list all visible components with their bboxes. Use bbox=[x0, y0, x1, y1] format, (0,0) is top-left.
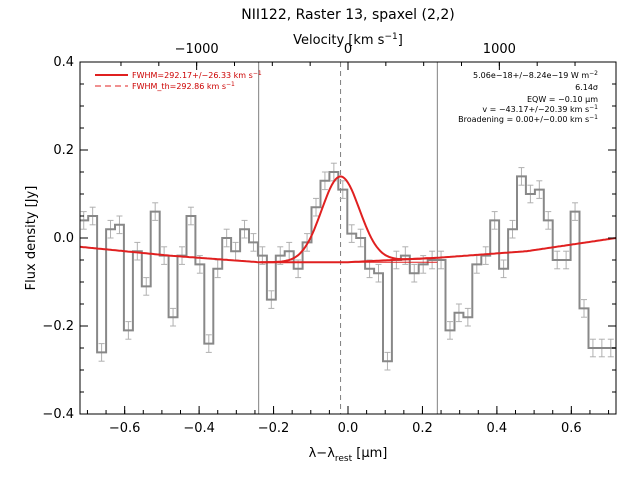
top-axis-title-sup: −1 bbox=[384, 32, 397, 42]
top-tick-label: −1000 bbox=[175, 42, 219, 57]
x-axis-title: λ−λrest [μm] bbox=[309, 446, 388, 464]
annotation-flux: 5.06e−18+/−8.24e−19 W m−2 bbox=[473, 70, 598, 80]
x-tick-label: 0.4 bbox=[487, 421, 508, 436]
x-axis-title-sub: rest bbox=[335, 454, 353, 464]
x-tick-label: −0.6 bbox=[109, 421, 141, 436]
top-axis-title-main: Velocity [km s bbox=[293, 33, 385, 48]
legend: FWHM=292.17+/−26.33 km s−1 FWHM_th=292.8… bbox=[95, 70, 262, 91]
top-axis-title: Velocity [km s−1] bbox=[293, 32, 403, 48]
annotation-sigma-text: 6.14σ bbox=[575, 83, 598, 92]
annotation-velocity-sup: −1 bbox=[589, 104, 598, 111]
y-axis-title: Flux density [Jy] bbox=[24, 186, 39, 291]
annotation-sigma: 6.14σ bbox=[575, 83, 598, 92]
x-tick-label: −0.2 bbox=[258, 421, 290, 436]
annotation-eqw-text: EQW = −0.10 μm bbox=[527, 95, 598, 104]
legend-entry-fwhm-th-sup: −1 bbox=[226, 81, 235, 88]
annotation-velocity-text: v = −43.17+/−20.39 km s bbox=[482, 105, 589, 114]
x-tick-label: 0.2 bbox=[412, 421, 433, 436]
annotation-broadening-text: Broadening = 0.00+/−0.00 km s bbox=[458, 115, 589, 124]
spectrum-series bbox=[80, 171, 616, 363]
annotation-flux-text: 5.06e−18+/−8.24e−19 W m bbox=[473, 71, 589, 80]
x-axis-title-main: λ−λ bbox=[309, 446, 336, 461]
x-tick-label: −0.4 bbox=[183, 421, 215, 436]
annotation-broadening-sup: −1 bbox=[589, 114, 598, 121]
annotation-flux-sup: −2 bbox=[589, 70, 598, 77]
y-tick-label: 0.2 bbox=[53, 143, 74, 158]
top-tick-label: 1000 bbox=[483, 42, 516, 57]
legend-entry-fwhm-text: FWHM=292.17+/−26.33 km s bbox=[132, 71, 253, 80]
y-tick-label: −0.2 bbox=[42, 319, 74, 334]
y-tick-label: 0.0 bbox=[53, 231, 74, 246]
gaussian-fit-series bbox=[260, 175, 436, 264]
annotation-broadening: Broadening = 0.00+/−0.00 km s−1 bbox=[458, 114, 598, 124]
legend-entry-fwhm-th-text: FWHM_th=292.86 km s bbox=[132, 82, 226, 91]
annotation-eqw: EQW = −0.10 μm bbox=[527, 95, 598, 104]
top-axis-title-end: ] bbox=[398, 33, 403, 48]
chart-title: NII122, Raster 13, spaxel (2,2) bbox=[241, 7, 454, 23]
legend-entry-fwhm-sup: −1 bbox=[253, 70, 262, 77]
x-tick-label: 0.6 bbox=[561, 421, 582, 436]
annotation-velocity: v = −43.17+/−20.39 km s−1 bbox=[482, 104, 598, 114]
legend-entry-fwhm-th: FWHM_th=292.86 km s−1 bbox=[132, 81, 235, 91]
legend-entry-fwhm: FWHM=292.17+/−26.33 km s−1 bbox=[132, 70, 262, 80]
x-tick-label: 0.0 bbox=[338, 421, 359, 436]
annotations: 5.06e−18+/−8.24e−19 W m−2 6.14σ EQW = −0… bbox=[458, 70, 598, 124]
top-tick-label: 0 bbox=[344, 42, 352, 57]
y-tick-label: −0.4 bbox=[42, 407, 74, 422]
plot-area: −0.6 −0.4 −0.2 0.0 0.2 0.4 0.6 −0.4 −0.2 0.0 0.2 0.… bbox=[42, 42, 617, 436]
y-tick-label: 0.4 bbox=[53, 55, 74, 70]
x-axis-title-unit: [μm] bbox=[352, 446, 387, 461]
